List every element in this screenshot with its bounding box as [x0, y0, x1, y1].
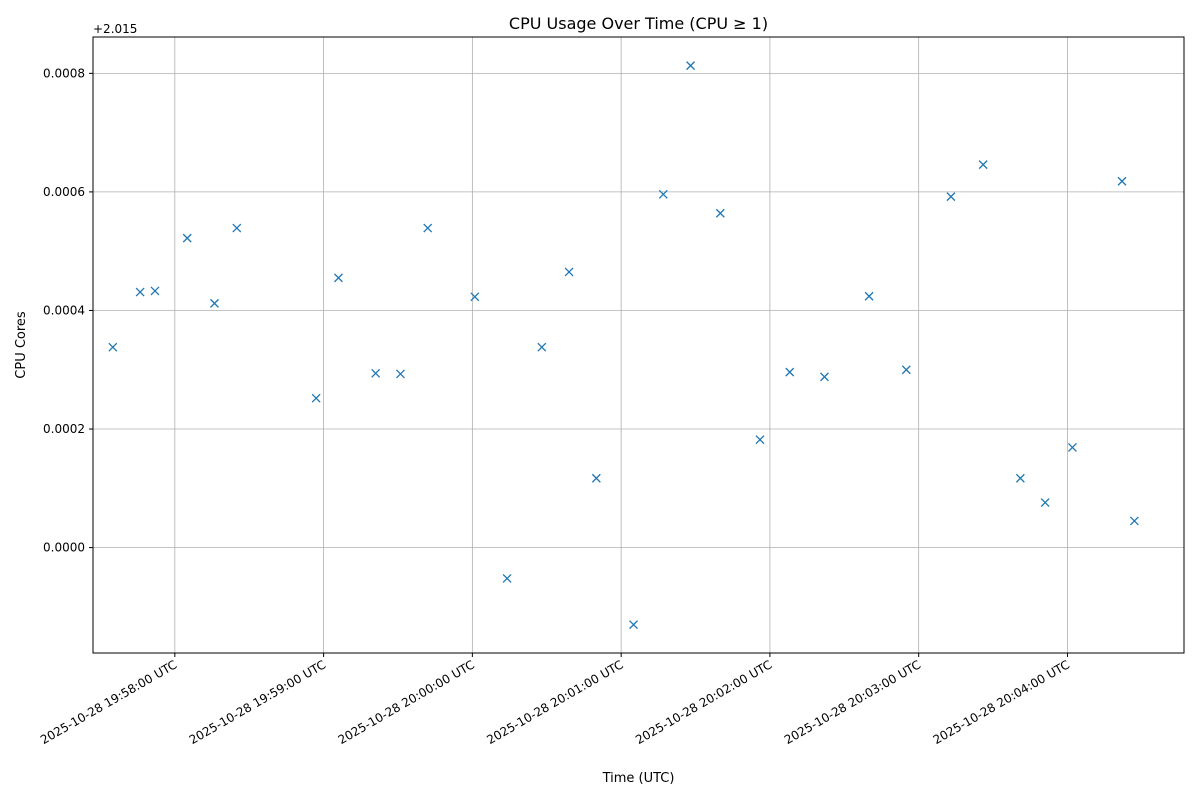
data-point: [1067, 442, 1077, 452]
data-point: [371, 368, 381, 378]
x-tick-label: 2025-10-28 20:03:00 UTC: [782, 657, 923, 747]
data-point: [978, 160, 988, 170]
x-tick-label: 2025-10-28 20:02:00 UTC: [633, 657, 774, 747]
data-point: [334, 273, 343, 283]
data-point: [629, 620, 639, 630]
data-point: [108, 342, 118, 352]
x-tick-label: 2025-10-28 19:58:00 UTC: [38, 657, 179, 747]
data-point: [182, 233, 192, 243]
data-point: [658, 189, 668, 199]
data-point: [537, 342, 547, 352]
data-point: [686, 61, 696, 71]
data-point: [502, 573, 512, 583]
data-point: [423, 223, 433, 233]
y-tick-label: 0.0004: [43, 303, 85, 317]
data-point: [946, 192, 956, 202]
data-point: [1015, 473, 1025, 483]
data-point: [1117, 176, 1127, 186]
y-tick-label: 0.0006: [43, 185, 85, 199]
data-point: [785, 367, 795, 377]
data-point: [150, 286, 160, 296]
y-axis: 0.0000 0.0002 0.0004 0.0006 0.0008: [43, 66, 93, 555]
x-tick-label: 2025-10-28 20:01:00 UTC: [484, 657, 625, 747]
y-axis-label: CPU Cores: [14, 311, 29, 379]
x-tick-label: 2025-10-28 20:00:00 UTC: [336, 657, 477, 747]
data-point: [135, 287, 145, 297]
data-point: [820, 372, 829, 382]
data-point: [1129, 516, 1139, 526]
data-point: [232, 223, 242, 233]
y-tick-label: 0.0002: [43, 422, 85, 436]
y-tick-label: 0.0008: [43, 66, 85, 80]
data-point: [591, 473, 601, 483]
data-points: [108, 61, 1139, 630]
data-point: [311, 393, 321, 403]
x-tick-label: 2025-10-28 19:59:00 UTC: [187, 657, 328, 747]
data-point: [901, 365, 911, 375]
data-point: [1040, 498, 1050, 508]
data-point: [564, 267, 574, 277]
x-axis: 2025-10-28 19:58:00 UTC 2025-10-28 19:59:…: [38, 653, 1072, 747]
data-point: [755, 435, 765, 445]
data-point: [864, 291, 874, 301]
plot-area-frame: [92, 36, 1185, 654]
gridlines: [93, 37, 1184, 653]
y-tick-label: 0.0000: [43, 541, 85, 555]
data-point: [210, 298, 219, 308]
x-axis-label: Time (UTC): [602, 771, 675, 786]
data-point: [396, 369, 405, 379]
data-point: [470, 292, 480, 302]
x-tick-label: 2025-10-28 20:04:00 UTC: [931, 657, 1072, 747]
data-point: [715, 208, 725, 218]
chart-title: CPU Usage Over Time (CPU ≥ 1): [509, 14, 768, 33]
y-offset-label: +2.015: [93, 22, 137, 36]
